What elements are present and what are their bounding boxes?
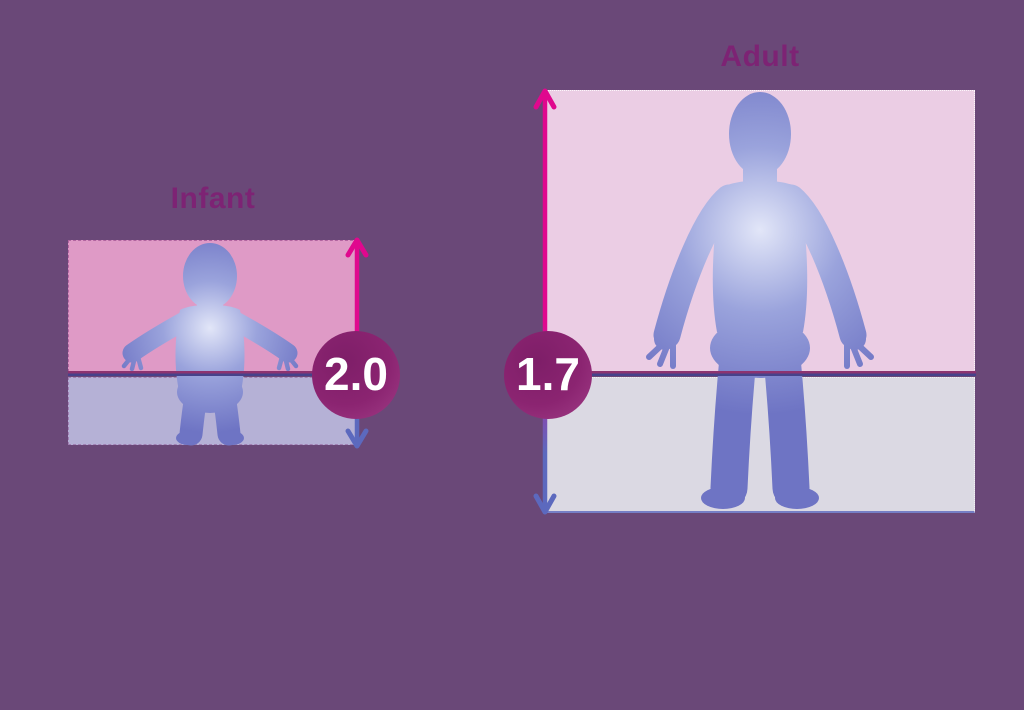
right-arm: [777, 184, 867, 349]
torso: [712, 180, 808, 346]
right-foot: [775, 487, 819, 509]
right-leg: [213, 390, 241, 446]
right-foot: [220, 431, 244, 445]
adult-body-shapes: [646, 92, 874, 509]
adult-lower-body-area: [545, 377, 975, 513]
adult-measure-arrow-icon: [533, 88, 557, 515]
fingers: [646, 339, 874, 369]
left-leg: [710, 339, 757, 507]
fingers: [121, 353, 299, 372]
infant-value-badge: 2.0: [312, 331, 400, 419]
left-foot: [176, 431, 200, 445]
adult-value: 1.7: [516, 348, 580, 400]
left-leg: [179, 390, 207, 446]
infant-body-silhouette: [121, 243, 299, 446]
left-arm: [653, 184, 743, 349]
adult-label: Adult: [720, 40, 800, 73]
infant-value: 2.0: [324, 348, 388, 400]
right-leg: [763, 339, 810, 507]
adult-value-badge: 1.7: [504, 331, 592, 419]
infant-label: Infant: [170, 182, 256, 215]
infant-body-shapes: [121, 243, 299, 446]
left-foot: [701, 487, 745, 509]
adult-body-silhouette: [646, 92, 874, 509]
head: [183, 243, 237, 309]
head: [729, 92, 791, 176]
adult-midline-divider: [545, 371, 976, 376]
infant-midline-divider: [68, 371, 359, 376]
